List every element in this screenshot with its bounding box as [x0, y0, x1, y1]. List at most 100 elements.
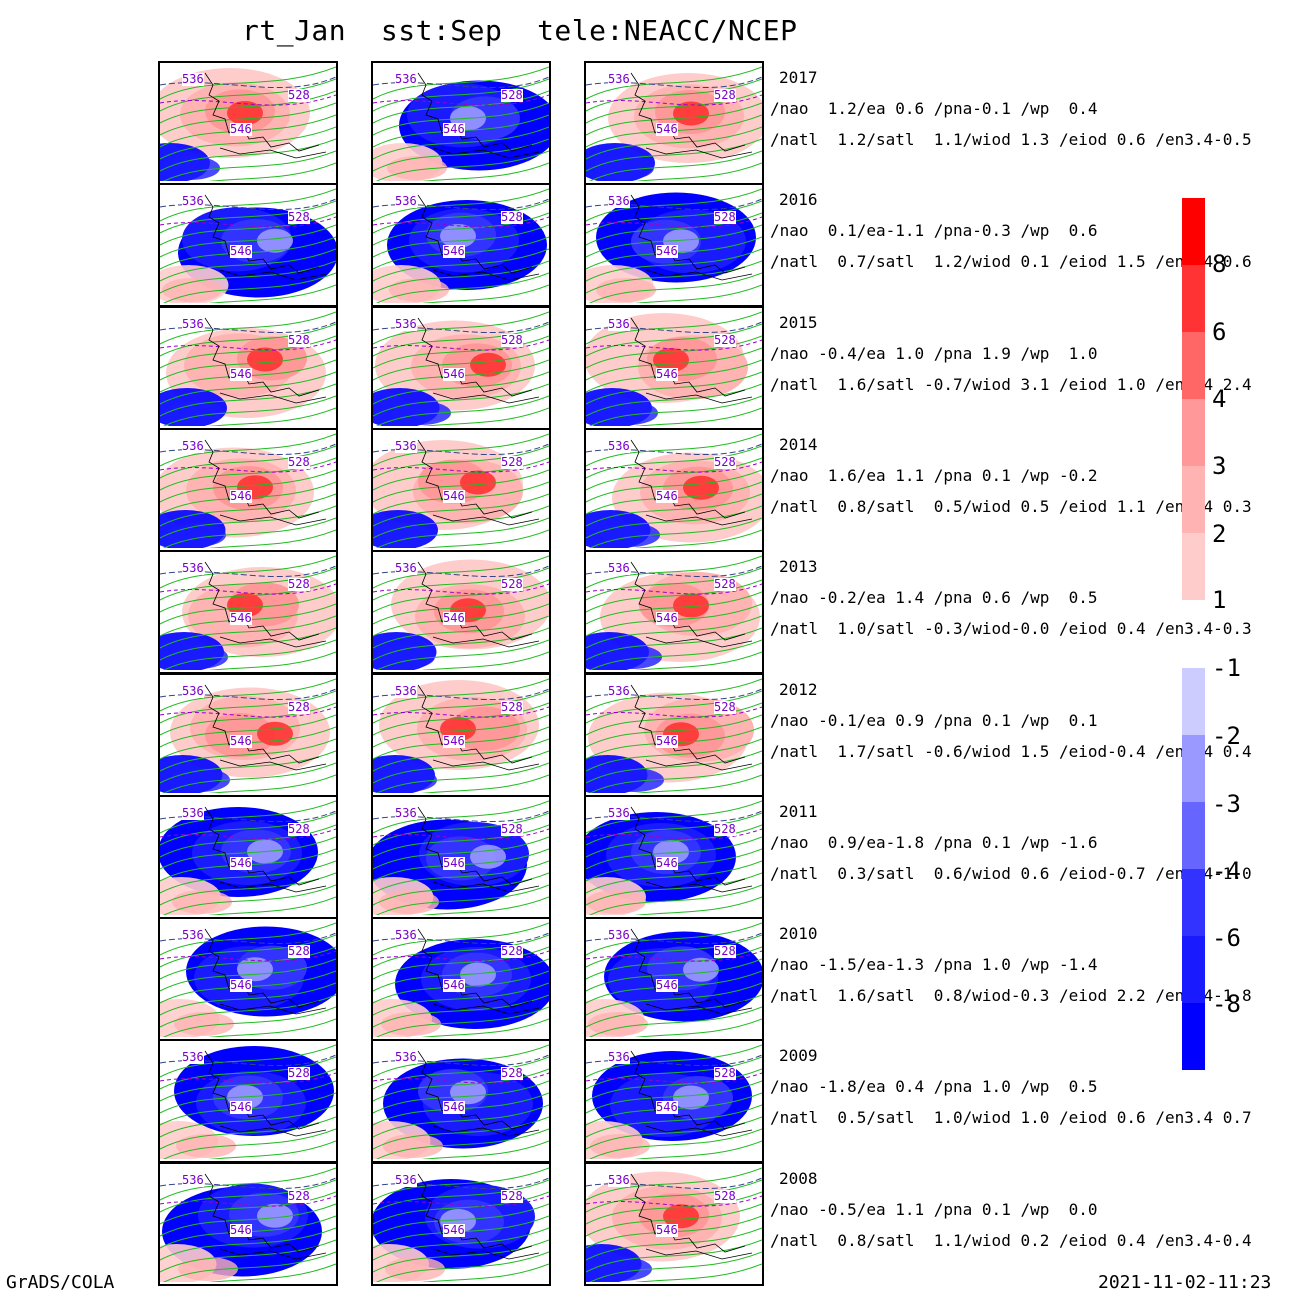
contour-label: 536 — [182, 194, 204, 208]
contour-label: 536 — [182, 928, 204, 942]
map-panel: 536 528 546 — [584, 306, 764, 430]
contour-label: 546 — [230, 122, 252, 136]
contour-label: 546 — [656, 1223, 678, 1237]
teleconnection-indices: /nao -0.1/ea 0.9 /pna 0.1 /wp 0.1 — [770, 711, 1098, 730]
contour-label: 546 — [656, 978, 678, 992]
colorbar-swatch — [1182, 936, 1205, 1003]
sst-indices: /natl 1.6/satl 0.8/wiod-0.3 /eiod 2.2 /e… — [770, 986, 1252, 1005]
colorbar-label: 8 — [1212, 250, 1227, 278]
contour-label: 528 — [288, 210, 310, 224]
contour-label: 546 — [230, 978, 252, 992]
contour-label: 528 — [501, 700, 523, 714]
map-panel: 536 528 546 — [371, 673, 551, 797]
contour-label: 528 — [501, 210, 523, 224]
contour-label: 546 — [656, 856, 678, 870]
map-panel: 536 528 546 — [371, 183, 551, 307]
sst-indices: /natl 1.7/satl -0.6/wiod 1.5 /eiod-0.4 /… — [770, 742, 1252, 761]
colorbar-label: -3 — [1212, 790, 1241, 818]
teleconnection-indices: /nao -1.8/ea 0.4 /pna 1.0 /wp 0.5 — [770, 1077, 1098, 1096]
contour-label: 536 — [395, 439, 417, 453]
colorbar-swatch — [1182, 668, 1205, 735]
contour-label: 536 — [182, 439, 204, 453]
contour-label: 546 — [443, 1100, 465, 1114]
contour-label: 546 — [443, 856, 465, 870]
contour-label: 528 — [288, 455, 310, 469]
map-panel: 536 528 546 — [158, 1162, 338, 1286]
contour-label: 536 — [395, 317, 417, 331]
contour-label: 536 — [608, 194, 630, 208]
colorbar-swatch — [1182, 869, 1205, 936]
sst-indices: /natl 0.5/satl 1.0/wiod 1.0 /eiod 0.6 /e… — [770, 1108, 1252, 1127]
contour-label: 536 — [182, 806, 204, 820]
contour-label: 528 — [288, 333, 310, 347]
colorbar-swatch — [1182, 533, 1205, 600]
contour-label: 536 — [608, 1050, 630, 1064]
contour-label: 528 — [501, 455, 523, 469]
contour-label: 528 — [501, 944, 523, 958]
contour-label: 528 — [714, 822, 736, 836]
map-panel: 536 528 546 — [584, 428, 764, 552]
teleconnection-indices: /nao 0.9/ea-1.8 /pna 0.1 /wp -1.6 — [770, 833, 1098, 852]
colorbar-swatch — [1182, 735, 1205, 802]
contour-label: 536 — [182, 561, 204, 575]
map-panel: 536 528 546 — [371, 306, 551, 430]
contour-label: 536 — [608, 561, 630, 575]
colorbar-swatch — [1182, 802, 1205, 869]
year-label: 2010 — [779, 924, 818, 943]
map-panel: 536 528 546 — [158, 61, 338, 185]
colorbar-label: -8 — [1212, 990, 1241, 1018]
contour-label: 536 — [182, 1050, 204, 1064]
colorbar-label: 2 — [1212, 520, 1227, 548]
contour-label: 528 — [714, 700, 736, 714]
contour-label: 546 — [230, 244, 252, 258]
contour-label: 546 — [656, 611, 678, 625]
contour-label: 546 — [230, 734, 252, 748]
contour-label: 528 — [288, 944, 310, 958]
map-panel: 536 528 546 — [584, 673, 764, 797]
colorbar-swatch — [1182, 265, 1205, 332]
footer-software: GrADS/COLA — [6, 1272, 115, 1293]
contour-label: 536 — [395, 194, 417, 208]
contour-label: 528 — [714, 455, 736, 469]
colorbar-swatch — [1182, 466, 1205, 533]
contour-label: 546 — [443, 367, 465, 381]
map-panel: 536 528 546 — [584, 795, 764, 919]
contour-label: 546 — [230, 856, 252, 870]
contour-label: 546 — [230, 1223, 252, 1237]
colorbar-label: 6 — [1212, 318, 1227, 346]
contour-label: 536 — [395, 1173, 417, 1187]
map-panel: 536 528 546 — [158, 917, 338, 1041]
contour-label: 546 — [443, 1223, 465, 1237]
contour-label: 536 — [608, 928, 630, 942]
colorbar-swatch — [1182, 198, 1205, 265]
contour-label: 546 — [656, 489, 678, 503]
teleconnection-indices: /nao -0.4/ea 1.0 /pna 1.9 /wp 1.0 — [770, 344, 1098, 363]
contour-label: 528 — [501, 822, 523, 836]
year-label: 2011 — [779, 802, 818, 821]
teleconnection-indices: /nao -0.5/ea 1.1 /pna 0.1 /wp 0.0 — [770, 1200, 1098, 1219]
teleconnection-indices: /nao 0.1/ea-1.1 /pna-0.3 /wp 0.6 — [770, 221, 1098, 240]
sst-indices: /natl 1.0/satl -0.3/wiod-0.0 /eiod 0.4 /… — [770, 619, 1252, 638]
contour-label: 546 — [443, 244, 465, 258]
map-panel: 536 528 546 — [371, 550, 551, 674]
colorbar-label: -2 — [1212, 722, 1241, 750]
colorbar-swatch — [1182, 399, 1205, 466]
map-panel: 536 528 546 — [371, 917, 551, 1041]
year-label: 2015 — [779, 313, 818, 332]
footer-timestamp: 2021-11-02-11:23 — [1098, 1272, 1272, 1293]
colorbar-label: -4 — [1212, 857, 1241, 885]
sst-indices: /natl 0.3/satl 0.6/wiod 0.6 /eiod-0.7 /e… — [770, 864, 1252, 883]
contour-label: 536 — [182, 72, 204, 86]
map-panel: 536 528 546 — [584, 183, 764, 307]
contour-label: 546 — [230, 1100, 252, 1114]
year-label: 2016 — [779, 190, 818, 209]
teleconnection-indices: /nao 1.6/ea 1.1 /pna 0.1 /wp -0.2 — [770, 466, 1098, 485]
sst-indices: /natl 0.8/satl 1.1/wiod 0.2 /eiod 0.4 /e… — [770, 1231, 1252, 1250]
contour-label: 536 — [608, 684, 630, 698]
teleconnection-indices: /nao -1.5/ea-1.3 /pna 1.0 /wp -1.4 — [770, 955, 1098, 974]
contour-label: 528 — [288, 700, 310, 714]
map-panel: 536 528 546 — [158, 1039, 338, 1163]
year-label: 2013 — [779, 557, 818, 576]
map-panel: 536 528 546 — [371, 61, 551, 185]
map-panel: 536 528 546 — [584, 550, 764, 674]
